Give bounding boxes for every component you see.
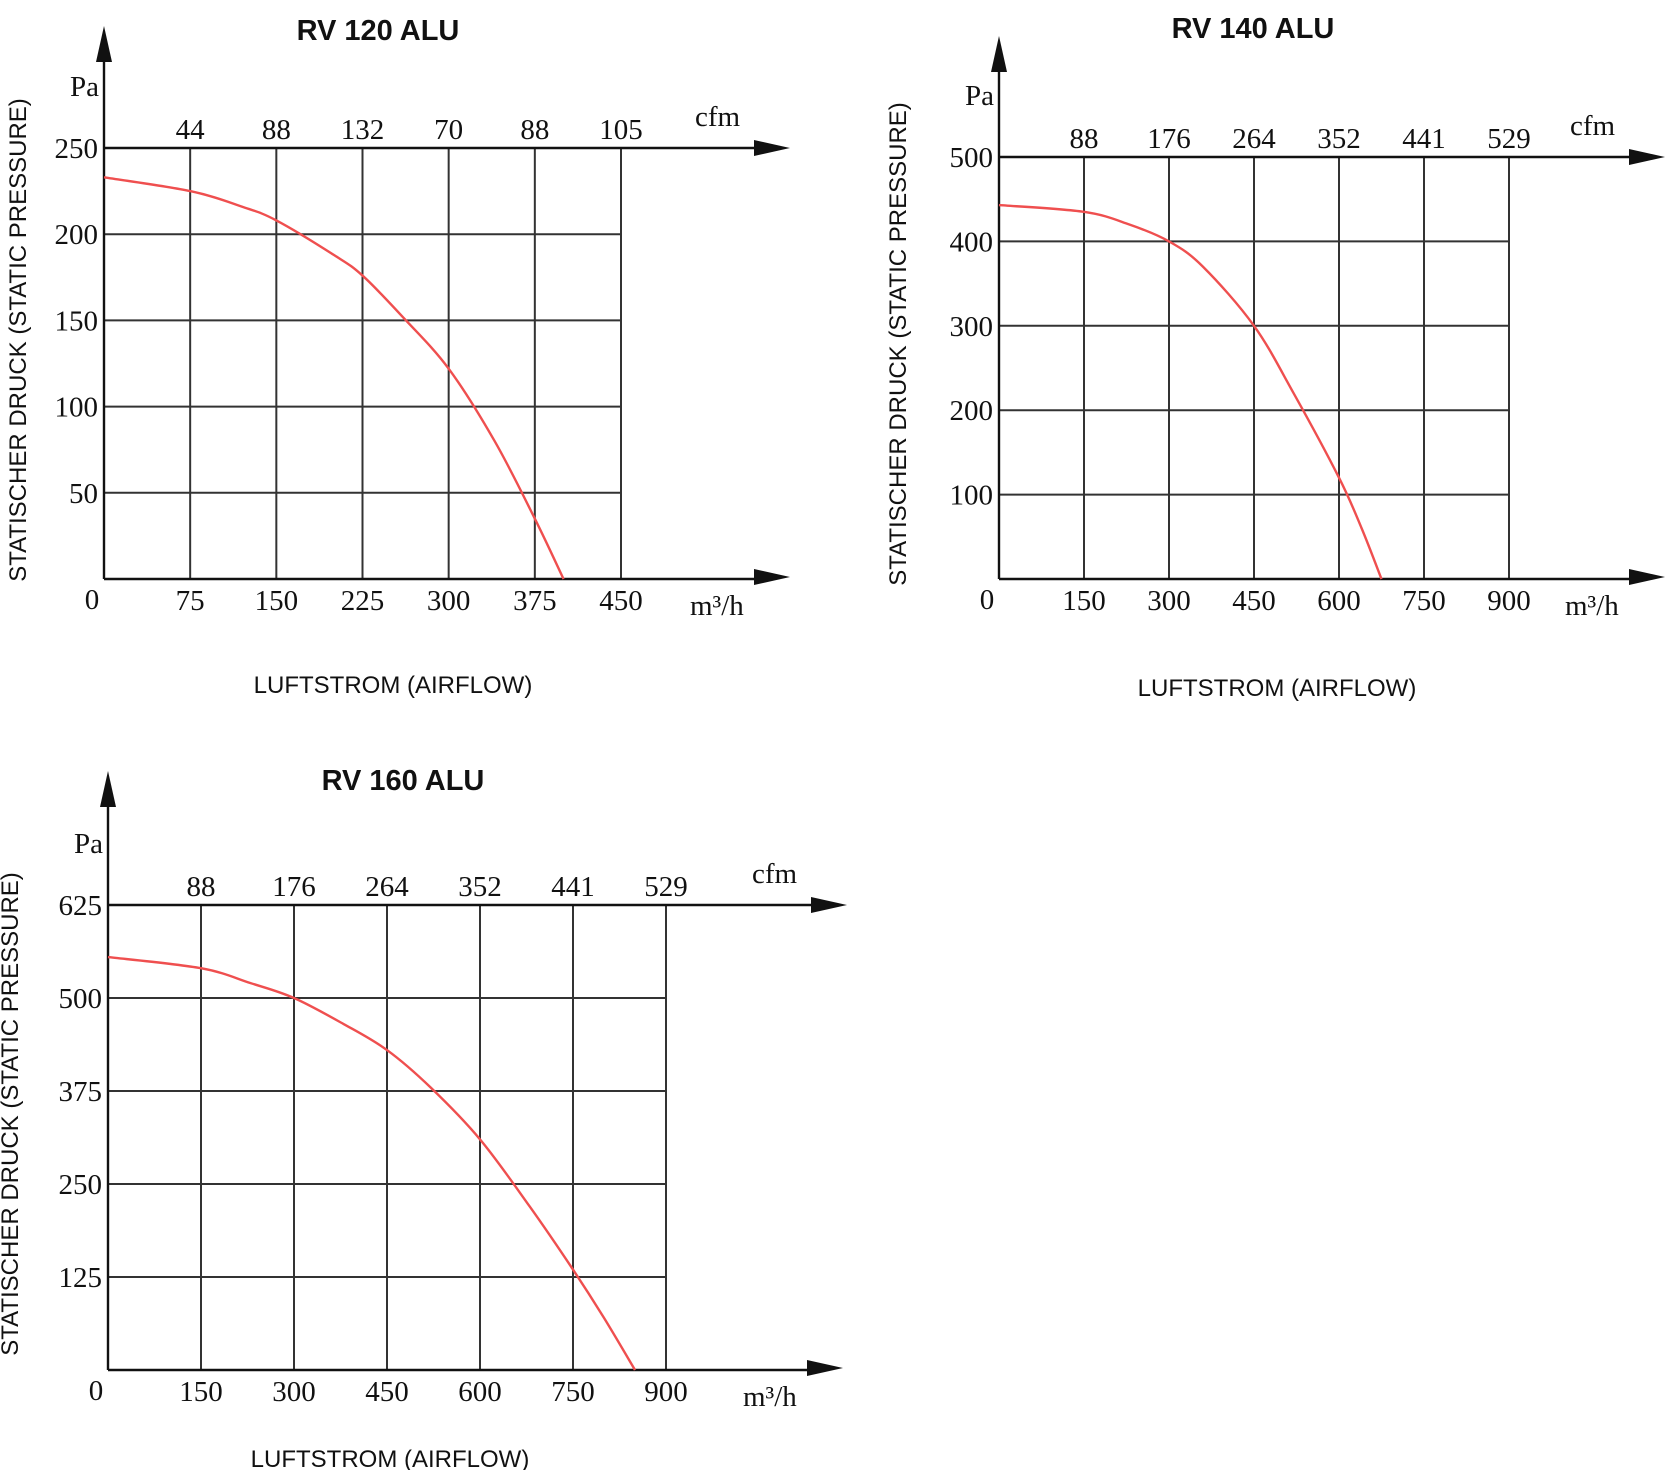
- x-unit-label: m³/h: [743, 1381, 797, 1413]
- x-tick-label: 150: [179, 1376, 223, 1408]
- x-tick-label: 150: [255, 585, 299, 617]
- top-tick-label: 132: [341, 114, 385, 146]
- top-unit-label: cfm: [752, 858, 798, 890]
- x-axis-arrow-icon: [1629, 569, 1665, 585]
- x-axis-arrow-icon: [807, 1360, 843, 1376]
- y-tick-label: 500: [950, 142, 994, 174]
- x-tick-label: 750: [551, 1376, 595, 1408]
- y-tick-label: 625: [59, 890, 103, 922]
- top-tick-label: 88: [262, 114, 291, 146]
- y-tick-label: 400: [950, 226, 994, 258]
- x-axis-title: LUFTSTROM (AIRFLOW): [251, 1446, 530, 1470]
- top-unit-label: cfm: [1570, 110, 1616, 142]
- top-axis-arrow-icon: [1629, 149, 1665, 165]
- y-unit-label: Pa: [70, 71, 99, 103]
- x-tick-label: 900: [1487, 585, 1531, 617]
- x-tick-label: 450: [599, 585, 643, 617]
- y-tick-label: 50: [69, 478, 98, 510]
- top-tick-label: 264: [365, 871, 409, 903]
- y-tick-label: 300: [950, 311, 994, 343]
- chart-rv-140-alu: 100 200 300 400 500 0 150 300 450 600 750 900 88 176 2…: [885, 13, 1665, 702]
- y-axis-arrow-icon: [991, 36, 1007, 72]
- y-tick-label: 200: [55, 219, 99, 251]
- origin-label: 0: [85, 584, 100, 616]
- x-tick-label: 450: [365, 1376, 409, 1408]
- y-axis-arrow-icon: [100, 771, 116, 807]
- chart-title: RV 140 ALU: [1172, 13, 1335, 45]
- y-axis-arrow-icon: [96, 26, 112, 62]
- top-tick-label: 44: [176, 114, 206, 146]
- y-tick-label: 250: [59, 1169, 103, 1201]
- x-axis-arrow-icon: [754, 569, 790, 585]
- y-axis-title: STATISCHER DRUCK (STATIC PRESSURE): [885, 102, 912, 586]
- y-tick-label: 375: [59, 1076, 103, 1108]
- x-tick-label: 300: [427, 585, 471, 617]
- top-tick-label: 88: [520, 114, 549, 146]
- chart-title: RV 120 ALU: [297, 15, 460, 47]
- top-tick-label: 529: [1487, 123, 1531, 155]
- top-tick-label: 352: [1317, 123, 1361, 155]
- x-tick-label: 900: [644, 1376, 688, 1408]
- top-tick-label: 264: [1232, 123, 1276, 155]
- y-tick-label: 250: [55, 133, 99, 165]
- y-tick-label: 100: [55, 392, 99, 424]
- top-tick-label: 88: [1070, 123, 1099, 155]
- x-tick-label: 225: [341, 585, 385, 617]
- top-tick-label: 105: [599, 114, 643, 146]
- origin-label: 0: [980, 584, 995, 616]
- chart-rv-160-alu: 125 250 375 500 625 0 150 300 450 600 750 900 88 176 2…: [0, 765, 847, 1470]
- x-tick-label: 300: [272, 1376, 316, 1408]
- x-tick-label: 375: [513, 585, 557, 617]
- top-tick-label: 176: [1147, 123, 1191, 155]
- y-axis-title: STATISCHER DRUCK (STATIC PRESSURE): [5, 98, 32, 582]
- origin-label: 0: [89, 1375, 104, 1407]
- top-tick-label: 352: [458, 871, 502, 903]
- y-tick-label: 150: [55, 305, 99, 337]
- chart-title: RV 160 ALU: [322, 765, 485, 797]
- top-tick-label: 70: [434, 114, 463, 146]
- top-axis-arrow-icon: [754, 140, 790, 156]
- top-axis-arrow-icon: [811, 897, 847, 913]
- x-tick-label: 150: [1062, 585, 1106, 617]
- top-tick-label: 441: [551, 871, 595, 903]
- x-tick-label: 750: [1402, 585, 1446, 617]
- top-tick-label: 529: [644, 871, 688, 903]
- top-tick-label: 88: [187, 871, 216, 903]
- y-axis-title: STATISCHER DRUCK (STATIC PRESSURE): [0, 872, 24, 1356]
- x-tick-label: 300: [1147, 585, 1191, 617]
- performance-curve: [998, 203, 1383, 580]
- performance-curve: [107, 955, 637, 1371]
- chart-rv-120-alu: 50 100 150 200 250 0 75 150 225 300 375 450 44 88 132 7…: [5, 15, 790, 699]
- performance-curve: [103, 176, 565, 580]
- x-axis-title: LUFTSTROM (AIRFLOW): [1138, 675, 1417, 702]
- y-tick-label: 200: [950, 395, 994, 427]
- x-unit-label: m³/h: [690, 590, 744, 622]
- y-tick-label: 125: [59, 1262, 103, 1294]
- x-tick-label: 75: [176, 585, 205, 617]
- y-tick-label: 100: [950, 480, 994, 512]
- y-unit-label: Pa: [74, 828, 103, 860]
- top-unit-label: cfm: [695, 101, 741, 133]
- x-unit-label: m³/h: [1565, 590, 1619, 622]
- x-tick-label: 600: [1317, 585, 1361, 617]
- y-unit-label: Pa: [965, 80, 994, 112]
- top-tick-label: 441: [1402, 123, 1446, 155]
- x-tick-label: 600: [458, 1376, 502, 1408]
- x-tick-label: 450: [1232, 585, 1276, 617]
- y-tick-label: 500: [59, 983, 103, 1015]
- top-tick-label: 176: [272, 871, 316, 903]
- x-axis-title: LUFTSTROM (AIRFLOW): [254, 672, 533, 699]
